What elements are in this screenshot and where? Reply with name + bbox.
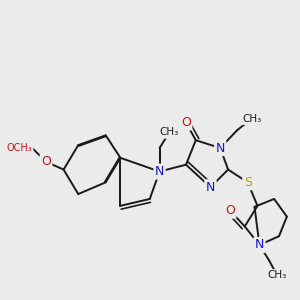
Text: O: O (225, 204, 235, 217)
Text: O: O (41, 155, 51, 168)
Text: N: N (206, 181, 215, 194)
Text: O: O (181, 116, 191, 129)
Text: N: N (216, 142, 225, 154)
Text: CH₃: CH₃ (160, 128, 179, 137)
Text: OCH₃: OCH₃ (7, 143, 32, 153)
Text: N: N (155, 165, 164, 178)
Text: CH₃: CH₃ (242, 114, 261, 124)
Text: S: S (244, 176, 252, 189)
Text: CH₃: CH₃ (267, 270, 287, 280)
Text: N: N (255, 238, 264, 251)
